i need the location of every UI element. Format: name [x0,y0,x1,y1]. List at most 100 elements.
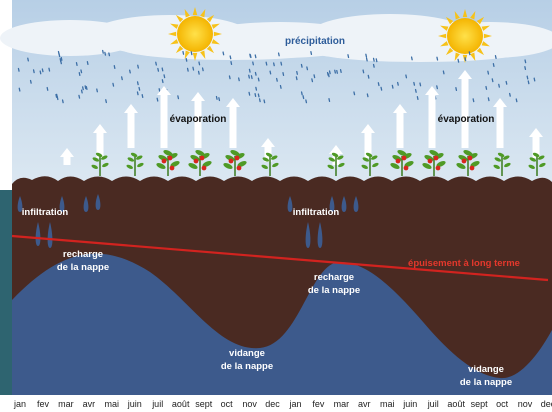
rain-drop-icon [334,69,336,74]
rain-drop-icon [215,95,218,100]
tomato-plant-icon [156,149,180,176]
rain-drop-icon [250,75,253,80]
rain-drop-icon [229,55,232,60]
evaporation-arrow-icon [124,104,138,148]
rain-drop-icon [17,67,20,72]
rain-drop-icon [365,53,368,58]
rain-drop-icon [362,69,365,74]
rain-drop-icon [305,99,308,104]
rain-drop-icon [310,51,313,56]
evaporation-arrow-icon [425,86,439,148]
rain-drop-icon [248,91,251,96]
month-label: sept [471,399,489,409]
rain-drop-icon [257,93,260,98]
rain-drop-icon [498,83,500,88]
rain-drop-icon [228,75,231,80]
month-label: dec [541,399,552,409]
tomato-plant-icon [223,149,247,176]
rain-drop-icon [85,86,88,91]
infiltration-label-2: infiltration [293,207,340,218]
rain-drop-icon [468,51,471,56]
tomato-plant-icon [327,152,345,176]
rain-drop-icon [96,88,98,93]
month-label: août [172,399,190,409]
rain-drop-icon [365,57,368,62]
evaporation-arrow-icon [60,148,74,165]
rain-drop-icon [186,67,189,72]
rain-drop-icon [163,74,166,79]
rain-drop-icon [391,84,394,89]
rain-drop-icon [313,74,316,79]
rain-drop-icon [419,82,422,87]
rain-drop-icon [197,70,200,75]
rain-drop-icon [457,58,460,63]
tomato-plant-icon [188,149,212,176]
rain-drop-icon [302,95,305,100]
month-label: jan [13,399,26,409]
rain-drop-icon [113,65,116,70]
month-axis-band [0,395,552,412]
month-label: avr [358,399,371,409]
rain-drop-icon [78,94,81,99]
rain-drop-icon [248,74,250,79]
month-label: mar [334,399,350,409]
month-label: sept [195,399,213,409]
vidange-label-1a: vidange [229,348,265,359]
rain-drop-icon [487,97,490,102]
rain-drop-icon [269,70,272,75]
evaporation-arrow-icon [529,128,543,158]
rain-drop-icon [436,56,439,61]
rain-drop-icon [254,93,257,98]
rain-drop-icon [509,92,511,97]
month-label: oct [221,399,234,409]
rain-drop-icon [161,67,164,72]
rain-drop-icon [524,66,527,71]
rain-drop-icon [397,81,399,86]
rain-drop-icon [491,78,494,83]
rain-drop-icon [112,82,115,87]
sun-icon [438,9,492,63]
tomato-plant-icon [390,149,414,176]
rain-drop-icon [249,54,252,59]
rain-drop-icon [32,69,35,74]
rain-drop-icon [336,69,338,74]
rain-drop-icon [306,66,309,71]
rain-drop-icon [455,87,458,92]
rain [17,49,536,104]
evaporation-arrow-icon [361,124,375,158]
recharge-label-2a: recharge [314,272,354,283]
water-drop-icon [329,196,335,212]
month-label: avr [83,399,96,409]
tomato-plant-icon [456,149,480,176]
rain-drop-icon [414,88,417,93]
rain-drop-icon [257,77,260,82]
sun-icon [168,7,222,61]
precipitation-label: précipitation [285,36,345,47]
rain-drop-icon [80,69,83,74]
rain-drop-icon [141,94,144,99]
rain-drop-icon [161,79,164,84]
evaporation-arrow-icon [393,104,407,148]
plants [91,149,546,176]
rain-drop-icon [18,87,21,92]
rain-drop-icon [372,57,375,62]
rain-drop-icon [102,49,104,54]
rain-drop-icon [380,86,383,91]
rain-drop-icon [137,64,139,69]
rain-drop-icon [405,74,408,79]
rain-drop-icon [347,54,350,59]
month-label: juil [427,399,439,409]
rain-drop-icon [27,57,29,62]
rain-drop-icon [190,51,193,56]
rain-drop-icon [485,85,488,90]
month-label: août [447,399,465,409]
rain-drop-icon [121,76,123,81]
vidange-label-1b: de la nappe [221,361,273,372]
rain-drop-icon [254,71,257,76]
month-label: nov [242,399,257,409]
rain-drop-icon [156,97,159,102]
rain-drop-icon [248,68,251,73]
rain-drop-icon [533,77,536,82]
rain-drop-icon [255,86,258,91]
left-accent-strip [0,190,12,395]
